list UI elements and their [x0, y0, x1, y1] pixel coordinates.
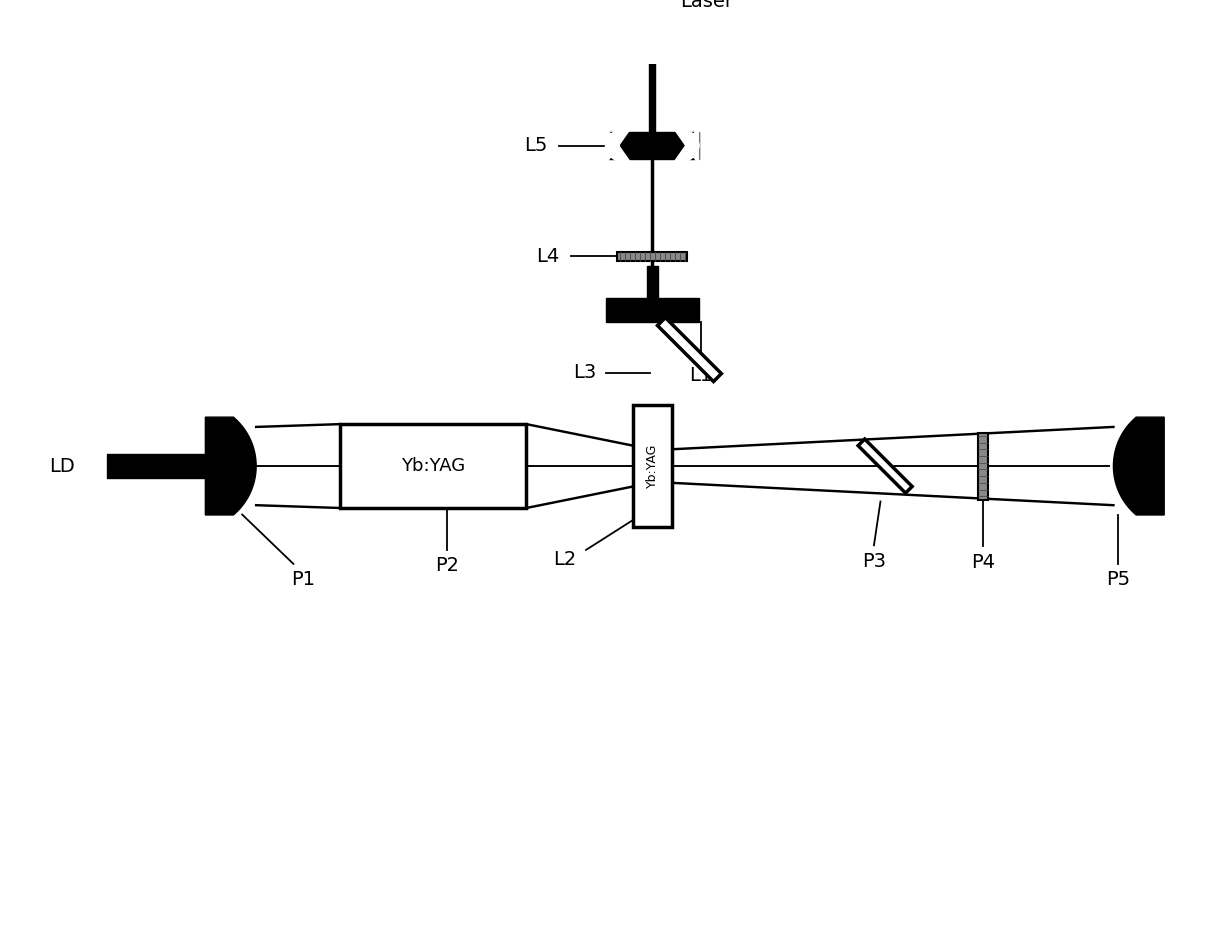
Polygon shape	[1113, 417, 1164, 515]
Polygon shape	[858, 439, 912, 493]
Polygon shape	[606, 132, 698, 159]
Bar	[617, 251, 687, 261]
Polygon shape	[107, 454, 215, 478]
Text: L2: L2	[553, 549, 577, 568]
Text: P1: P1	[292, 570, 315, 589]
Text: L4: L4	[536, 247, 560, 266]
Polygon shape	[632, 16, 672, 39]
Polygon shape	[215, 446, 242, 486]
Text: L1: L1	[690, 367, 712, 386]
Text: P2: P2	[436, 556, 459, 575]
Text: L3: L3	[573, 364, 596, 383]
Text: Yb:YAG: Yb:YAG	[645, 444, 659, 488]
Bar	[633, 406, 671, 526]
Text: P5: P5	[1106, 570, 1130, 589]
Bar	[978, 432, 988, 500]
Text: L5: L5	[524, 136, 547, 155]
Polygon shape	[205, 417, 256, 515]
Polygon shape	[647, 266, 658, 298]
Polygon shape	[672, 127, 698, 164]
Bar	[340, 425, 526, 508]
Polygon shape	[606, 127, 632, 164]
Text: P3: P3	[861, 551, 886, 570]
Text: Yb:YAG: Yb:YAG	[401, 457, 465, 475]
Text: LD: LD	[49, 457, 75, 476]
Polygon shape	[649, 39, 655, 132]
Polygon shape	[606, 298, 698, 322]
Text: Laser: Laser	[680, 0, 733, 11]
Text: P4: P4	[971, 553, 995, 572]
Polygon shape	[658, 318, 721, 382]
